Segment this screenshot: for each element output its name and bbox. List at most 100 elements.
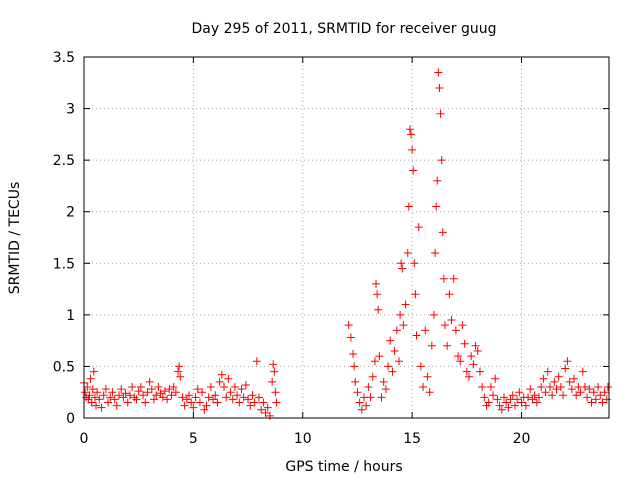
data-point	[475, 367, 484, 376]
data-point	[158, 393, 167, 402]
data-point	[202, 401, 211, 410]
data-point	[191, 393, 200, 402]
data-point	[600, 388, 609, 397]
data-point	[143, 388, 152, 397]
data-point	[368, 372, 377, 381]
data-point	[150, 395, 158, 404]
y-tick-label: 1.5	[53, 256, 75, 272]
data-point	[185, 391, 193, 400]
data-point	[344, 321, 353, 330]
data-point	[591, 395, 600, 404]
data-point	[384, 362, 393, 371]
data-point	[233, 391, 242, 400]
data-point	[246, 401, 255, 410]
data-point	[465, 372, 473, 381]
data-point	[213, 398, 222, 407]
data-point	[139, 391, 148, 400]
grid-lines	[84, 57, 609, 418]
data-point	[440, 321, 449, 330]
data-point	[491, 374, 500, 383]
data-point	[255, 393, 263, 402]
chart-title: Day 295 of 2011, SRMTID for receiver guu…	[192, 21, 497, 37]
data-point	[217, 370, 226, 379]
data-point	[241, 380, 250, 389]
data-point	[572, 391, 581, 400]
data-point	[206, 383, 215, 392]
data-point	[160, 387, 169, 396]
data-point	[112, 401, 121, 410]
data-point	[545, 383, 554, 392]
data-point	[412, 331, 421, 340]
data-point	[355, 398, 364, 407]
data-point	[271, 388, 280, 397]
data-point	[163, 395, 172, 404]
data-point	[451, 326, 460, 335]
data-point	[350, 362, 359, 371]
data-point	[515, 388, 524, 397]
data-point	[85, 391, 94, 400]
x-tick-label: 15	[403, 431, 421, 447]
data-point	[147, 385, 156, 394]
data-point	[193, 385, 202, 394]
data-point	[99, 391, 108, 400]
y-tick-label: 3.5	[53, 50, 75, 66]
data-point	[228, 395, 237, 404]
data-point	[419, 383, 428, 392]
data-point	[587, 398, 596, 407]
data-point	[169, 383, 178, 392]
y-tick-label: 0	[66, 411, 75, 427]
data-point	[152, 391, 161, 400]
data-point	[524, 393, 533, 402]
data-point	[176, 372, 185, 381]
data-point	[272, 398, 281, 407]
data-point	[379, 377, 388, 386]
data-point	[252, 357, 261, 366]
data-point	[430, 310, 438, 319]
y-tick-label: 0.5	[53, 359, 75, 375]
data-point	[416, 362, 425, 371]
axis-ticks: 0 0.5 1 1.5 2 2.5 3 3.5 0 5 10 15 20	[53, 50, 609, 447]
data-point	[603, 383, 612, 392]
data-point	[270, 367, 279, 376]
data-point	[110, 395, 119, 404]
data-point	[469, 360, 478, 369]
data-point	[484, 398, 493, 407]
data-point	[570, 374, 578, 383]
data-point	[537, 383, 546, 392]
data-point	[458, 321, 467, 330]
data-point	[449, 274, 458, 283]
data-point	[478, 383, 487, 392]
data-point	[81, 388, 90, 397]
y-axis-label: SRMTID / TECUs	[7, 182, 23, 295]
data-point	[517, 398, 526, 407]
data-point	[471, 341, 480, 350]
data-point	[434, 68, 443, 77]
data-point	[239, 393, 248, 402]
data-point	[480, 393, 489, 402]
data-point	[396, 310, 405, 319]
data-point	[437, 156, 446, 165]
y-tick-label: 1	[66, 308, 75, 324]
data-point	[130, 393, 139, 402]
data-point	[88, 385, 97, 394]
y-tick-label: 2	[66, 205, 75, 221]
data-point	[250, 398, 259, 407]
data-point	[554, 372, 563, 381]
data-point	[182, 395, 191, 404]
data-point	[439, 274, 448, 283]
data-points	[80, 68, 612, 420]
data-point	[559, 391, 568, 400]
data-point	[269, 360, 278, 369]
y-tick-label: 3	[66, 102, 75, 118]
data-point	[543, 367, 552, 376]
data-point	[101, 385, 110, 394]
data-point	[567, 385, 576, 394]
data-point	[93, 388, 102, 397]
data-point	[392, 326, 401, 335]
data-point	[224, 374, 233, 383]
data-point	[405, 125, 414, 134]
data-point	[408, 145, 417, 154]
data-point	[454, 352, 463, 361]
data-point	[563, 357, 572, 366]
data-point	[532, 398, 541, 407]
